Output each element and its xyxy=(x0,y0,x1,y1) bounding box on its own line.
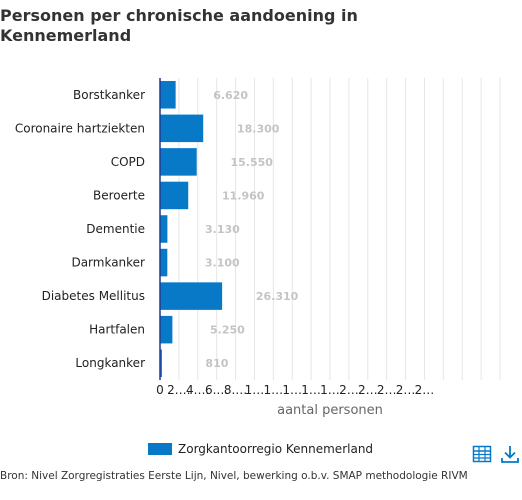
x-tick-label: 4.… xyxy=(186,383,209,397)
category-label: Darmkanker xyxy=(71,256,145,270)
bar[interactable] xyxy=(160,114,204,143)
bar[interactable] xyxy=(160,282,223,310)
table-icon[interactable] xyxy=(472,444,492,464)
category-label: Beroerte xyxy=(93,188,145,202)
value-labels: 6.620 18.300 15.550 11.960 3.130 3.100 26.310 5… xyxy=(205,89,299,370)
category-label: Longkanker xyxy=(75,356,145,370)
x-tick-label: 0 xyxy=(156,383,164,397)
data-label: 3.100 xyxy=(205,257,240,270)
x-tick-label: 1… xyxy=(301,383,321,397)
x-tick-label: 6.… xyxy=(205,383,228,397)
data-label: 3.130 xyxy=(205,223,240,236)
bar[interactable] xyxy=(160,315,173,344)
x-tick-label: 1… xyxy=(245,383,265,397)
chart-title: Personen per chronische aandoening in Ke… xyxy=(0,6,358,45)
data-label: 26.310 xyxy=(256,290,299,303)
bar[interactable] xyxy=(160,248,168,277)
x-tick-label: 8.… xyxy=(224,383,247,397)
bar[interactable] xyxy=(160,349,162,377)
bar-chart: Borstkanker Coronaire hartziekten COPD Bero… xyxy=(15,78,501,418)
bar[interactable] xyxy=(160,181,189,210)
category-label: Borstkanker xyxy=(73,88,145,102)
x-tick-label: 2.… xyxy=(167,383,190,397)
category-labels: Borstkanker Coronaire hartziekten COPD Bero… xyxy=(15,88,145,370)
bars xyxy=(160,81,223,377)
x-tick-label: 2… xyxy=(377,383,397,397)
x-tick-label: 2… xyxy=(339,383,359,397)
source-note: Bron: Nivel Zorgregistraties Eerste Lijn… xyxy=(0,470,468,482)
legend[interactable]: Zorgkantoorregio Kennemerland xyxy=(148,442,373,456)
category-label: Hartfalen xyxy=(89,323,145,337)
legend-swatch xyxy=(148,443,172,455)
download-icon[interactable] xyxy=(500,444,520,464)
data-label: 15.550 xyxy=(230,156,273,169)
category-label: Dementie xyxy=(86,222,145,236)
x-tick-label: 2… xyxy=(358,383,378,397)
x-tick-label: 2… xyxy=(396,383,416,397)
data-label: 18.300 xyxy=(237,122,280,135)
bar[interactable] xyxy=(160,81,176,109)
category-label: COPD xyxy=(111,155,145,169)
x-tick-label: 1… xyxy=(320,383,340,397)
data-label: 5.250 xyxy=(210,324,245,337)
category-label: Coronaire hartziekten xyxy=(15,121,145,135)
x-tick-label: 1… xyxy=(264,383,284,397)
data-label: 6.620 xyxy=(213,89,248,102)
gridlines xyxy=(178,78,501,380)
category-label: Diabetes Mellitus xyxy=(42,289,145,303)
x-tick-label: 1… xyxy=(282,383,302,397)
data-label: 810 xyxy=(205,357,228,370)
x-axis-title: aantal personen xyxy=(277,403,383,418)
bar[interactable] xyxy=(160,215,168,243)
bar[interactable] xyxy=(160,148,197,176)
x-tick-labels: 0 2.…4.…6.…8.…1… 1… 1… 1… 1… 2… 2… 2… 2… 2… xyxy=(156,383,434,397)
legend-label: Zorgkantoorregio Kennemerland xyxy=(178,442,374,456)
data-label: 11.960 xyxy=(222,189,265,202)
x-tick-label: 2… xyxy=(415,383,435,397)
